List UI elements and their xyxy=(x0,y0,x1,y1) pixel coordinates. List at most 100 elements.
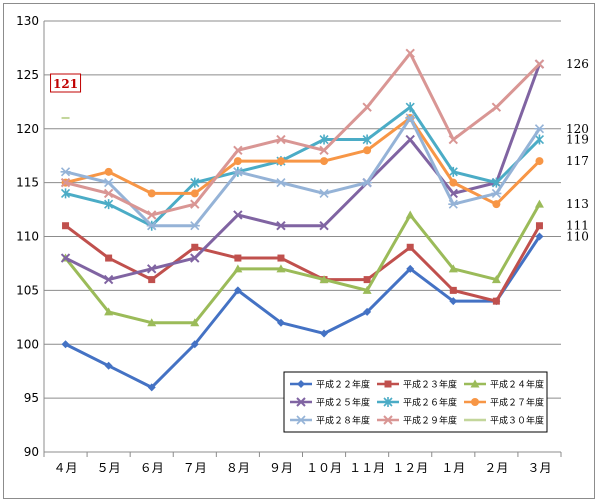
callout-label: 121 xyxy=(53,77,78,91)
data-point xyxy=(535,232,544,241)
legend-marker xyxy=(296,397,306,407)
y-tick-label: 125 xyxy=(16,68,39,82)
data-point xyxy=(319,275,329,284)
series-line xyxy=(65,116,541,206)
legend-marker xyxy=(470,379,480,388)
data-point xyxy=(276,264,286,273)
data-point xyxy=(104,199,114,210)
x-tick-label: ３月 xyxy=(527,461,551,475)
data-point xyxy=(276,157,285,166)
x-tick-label: ９月 xyxy=(269,461,293,475)
data-point xyxy=(534,59,545,69)
y-tick-label: 105 xyxy=(16,283,39,297)
data-point xyxy=(103,188,114,199)
legend-box xyxy=(283,371,548,433)
data-point xyxy=(405,102,415,113)
y-tick-label: 130 xyxy=(16,14,39,28)
legend-entry: 平成２３年度 xyxy=(377,379,457,391)
data-point xyxy=(276,221,286,231)
data-point xyxy=(449,297,458,306)
axes: 90 95 100 105 110 115 120 125 130 ４月 ５月 ６月 ７月 ８月 ９月 １０月… xyxy=(16,14,562,475)
data-point xyxy=(103,274,114,285)
data-point xyxy=(189,221,200,231)
legend-entry: 平成２９年度 xyxy=(377,415,457,427)
x-tick-label: １０月 xyxy=(306,461,342,475)
data-point xyxy=(405,134,415,145)
data-point xyxy=(362,102,372,112)
data-point xyxy=(319,188,330,198)
data-point xyxy=(62,222,70,230)
data-point xyxy=(60,177,71,188)
x-tick-label: １月 xyxy=(441,461,465,475)
end-value-label: 111 xyxy=(566,219,589,233)
x-tick-label: ６月 xyxy=(140,461,164,475)
end-value-label: 119 xyxy=(566,133,589,147)
chart-frame: 90 95 100 105 110 115 120 125 130 ４月 ５月 ６月 ７月 ８月 ９月 １０月… xyxy=(3,3,595,499)
data-point xyxy=(448,134,458,145)
x-tick-label: ４月 xyxy=(54,461,78,475)
data-point xyxy=(448,264,458,273)
data-point xyxy=(233,157,242,166)
data-point xyxy=(233,145,243,156)
data-point xyxy=(363,146,372,155)
data-point xyxy=(405,48,415,59)
data-point xyxy=(232,167,243,177)
data-point xyxy=(277,254,285,262)
end-value-label: 120 xyxy=(566,122,589,136)
data-point xyxy=(320,157,329,166)
data-point xyxy=(449,286,457,294)
data-point xyxy=(276,318,285,327)
legend-label: 平成２２年度 xyxy=(316,379,370,391)
series-line xyxy=(64,203,541,325)
legend-marker xyxy=(471,398,479,406)
data-point xyxy=(146,221,157,231)
y-tick-label: 90 xyxy=(24,445,39,459)
data-point xyxy=(275,178,286,188)
data-point xyxy=(320,329,329,338)
data-point xyxy=(147,210,157,220)
x-tick-label: ２月 xyxy=(484,461,508,475)
data-point xyxy=(535,157,544,166)
end-value-label: 113 xyxy=(566,197,589,211)
legend-label: 平成２３年度 xyxy=(403,379,457,391)
data-point xyxy=(148,276,156,284)
data-point xyxy=(492,200,501,209)
data-point xyxy=(60,167,71,177)
data-point xyxy=(276,134,286,145)
data-point xyxy=(61,340,70,349)
legend-entry: 平成２４年度 xyxy=(464,379,544,391)
end-value-label: 117 xyxy=(566,154,589,168)
data-point xyxy=(448,199,459,209)
data-point xyxy=(233,264,243,273)
legend-entry: 平成２７年度 xyxy=(464,397,544,409)
x-tick-label: ５月 xyxy=(97,461,121,475)
data-point xyxy=(103,178,114,188)
data-point xyxy=(190,189,199,198)
data-point xyxy=(449,178,458,187)
legend-entry: 平成２８年度 xyxy=(290,415,370,427)
series-line xyxy=(65,51,541,217)
legend-marker xyxy=(296,415,306,425)
data-point xyxy=(147,189,156,198)
data-point xyxy=(491,102,502,112)
series-lines xyxy=(60,48,545,392)
legend-label: 平成２５年度 xyxy=(316,397,370,409)
legend-marker xyxy=(383,415,393,425)
y-tick-label: 120 xyxy=(16,122,39,136)
data-point xyxy=(233,286,242,295)
data-point xyxy=(534,199,544,208)
data-point xyxy=(190,199,200,209)
end-value-label: 126 xyxy=(566,57,589,71)
data-point xyxy=(363,307,372,316)
legend-label: 平成２６年度 xyxy=(403,397,457,409)
data-point xyxy=(104,307,114,316)
data-point xyxy=(104,167,113,176)
end-value-label: 110 xyxy=(566,230,589,244)
y-tick-label: 115 xyxy=(16,176,39,190)
data-point xyxy=(319,221,329,231)
data-point xyxy=(535,222,543,230)
data-point xyxy=(105,254,113,262)
legend-entry: 平成２５年度 xyxy=(290,397,370,409)
data-point xyxy=(406,264,415,273)
data-point xyxy=(362,285,372,294)
